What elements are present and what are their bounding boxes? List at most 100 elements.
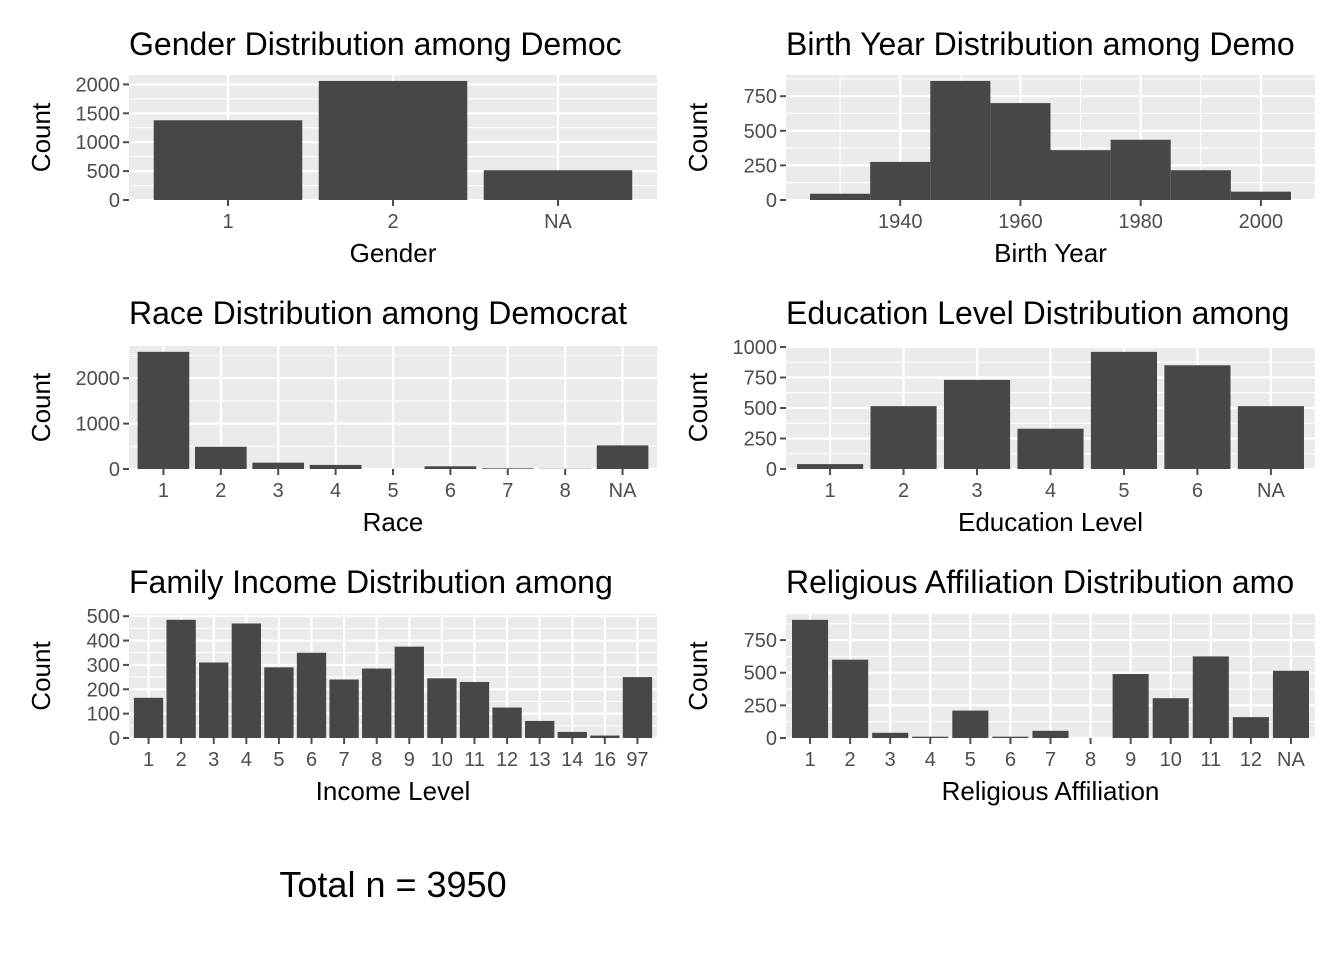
histogram-bar xyxy=(1110,139,1171,200)
chart-title: Gender Distribution among Democ xyxy=(129,26,622,62)
x-axis-title: Income Level xyxy=(316,776,471,806)
bar xyxy=(870,406,937,469)
x-tick-label: 12 xyxy=(496,749,518,771)
x-tick-label: 7 xyxy=(1045,749,1056,771)
x-tick-label: 1 xyxy=(804,749,815,771)
bar xyxy=(231,623,261,738)
x-tick-label: 8 xyxy=(371,749,382,771)
bar xyxy=(195,446,247,469)
chart-title: Birth Year Distribution among Demo xyxy=(786,26,1295,62)
x-tick-label: 1960 xyxy=(998,211,1043,233)
x-tick-label: 9 xyxy=(404,749,415,771)
bar xyxy=(1237,406,1304,469)
x-axis-title: Birth Year xyxy=(994,238,1107,268)
x-tick-label: 6 xyxy=(306,749,317,771)
bar xyxy=(1164,365,1231,469)
y-tick-label: 0 xyxy=(109,459,120,481)
y-tick-label: 0 xyxy=(109,190,120,212)
y-tick-label: 300 xyxy=(87,655,120,677)
bar xyxy=(872,732,909,738)
y-tick-label: 500 xyxy=(744,663,777,685)
bar xyxy=(1272,670,1309,738)
x-tick-label: 6 xyxy=(445,480,456,502)
x-tick-label: NA xyxy=(1277,749,1305,771)
bar xyxy=(153,120,303,200)
y-tick-label: 250 xyxy=(744,428,777,450)
x-tick-label: 11 xyxy=(1200,749,1221,771)
education-chart: Education Level Distribution among 0 250 50… xyxy=(683,295,1315,537)
y-tick-label: 500 xyxy=(87,606,120,628)
x-axis-title: Religious Affiliation xyxy=(942,776,1160,806)
y-tick-label: 2000 xyxy=(76,74,121,96)
x-axis-title: Gender xyxy=(350,238,437,268)
histogram-bar xyxy=(870,161,931,200)
bar xyxy=(296,652,327,738)
y-tick-label: 1000 xyxy=(76,414,121,436)
x-tick-label: 1980 xyxy=(1118,211,1163,233)
x-tick-label: 1 xyxy=(222,211,233,233)
y-tick-label: 250 xyxy=(744,155,777,177)
y-axis-title: Count xyxy=(26,372,56,442)
gender-chart: Gender Distribution among Democ 0 500 1000 1… xyxy=(26,26,657,268)
x-tick-label: 6 xyxy=(1192,480,1203,502)
x-tick-label: 1 xyxy=(158,480,169,502)
bar xyxy=(492,707,522,738)
x-tick-label: 3 xyxy=(971,480,982,502)
y-tick-label: 1000 xyxy=(76,132,121,154)
y-tick-label: 1000 xyxy=(733,337,778,359)
x-tick-label: 14 xyxy=(561,749,583,771)
x-tick-label: 2 xyxy=(898,480,909,502)
bar xyxy=(992,736,1029,738)
total-n-label: Total n = 3950 xyxy=(279,864,506,905)
y-tick-label: 100 xyxy=(87,704,120,726)
x-tick-label: 2 xyxy=(845,749,856,771)
y-tick-label: 500 xyxy=(87,161,120,183)
bar xyxy=(166,619,196,738)
bar xyxy=(133,697,164,738)
bar xyxy=(264,667,294,738)
y-axis-title: Count xyxy=(683,102,713,172)
histogram-bar xyxy=(1230,191,1291,200)
y-tick-label: 0 xyxy=(766,459,777,481)
x-axis-title: Education Level xyxy=(958,507,1143,537)
bar xyxy=(427,678,457,738)
bar xyxy=(394,646,424,738)
x-tick-label: 13 xyxy=(529,749,551,771)
x-tick-label: 2 xyxy=(387,211,398,233)
y-tick-label: 750 xyxy=(744,630,777,652)
x-tick-label: 5 xyxy=(387,480,398,502)
histogram-bar xyxy=(810,193,871,200)
x-tick-label: NA xyxy=(1257,480,1285,502)
y-tick-label: 500 xyxy=(744,121,777,143)
x-tick-label: 97 xyxy=(626,749,648,771)
x-tick-label: 1 xyxy=(825,480,836,502)
bar xyxy=(318,80,468,200)
bar xyxy=(832,659,869,738)
bar xyxy=(1017,428,1084,469)
x-tick-label: 7 xyxy=(502,480,513,502)
y-tick-label: 400 xyxy=(87,631,120,653)
bar xyxy=(590,735,620,738)
y-axis-title: Count xyxy=(683,641,713,711)
x-tick-label: 2000 xyxy=(1239,211,1284,233)
x-tick-label: 5 xyxy=(1118,480,1129,502)
bar xyxy=(1192,656,1229,738)
bar xyxy=(424,466,477,469)
bar xyxy=(792,619,829,738)
chart-title: Religious Affiliation Distribution amo xyxy=(786,564,1294,600)
chart-title: Education Level Distribution among xyxy=(786,295,1289,331)
bar xyxy=(952,710,989,738)
x-tick-label: 10 xyxy=(431,749,453,771)
bar xyxy=(1152,698,1189,738)
race-chart: Race Distribution among Democrat 0 1000 200… xyxy=(26,295,657,537)
bar xyxy=(459,681,490,738)
y-tick-label: 750 xyxy=(744,86,777,108)
bar xyxy=(797,464,864,469)
x-tick-label: 8 xyxy=(1085,749,1096,771)
x-tick-label: 11 xyxy=(464,749,485,771)
x-tick-label: 16 xyxy=(594,749,616,771)
histogram-bar xyxy=(1170,170,1231,200)
y-tick-label: 500 xyxy=(744,398,777,420)
y-tick-label: 0 xyxy=(766,190,777,212)
